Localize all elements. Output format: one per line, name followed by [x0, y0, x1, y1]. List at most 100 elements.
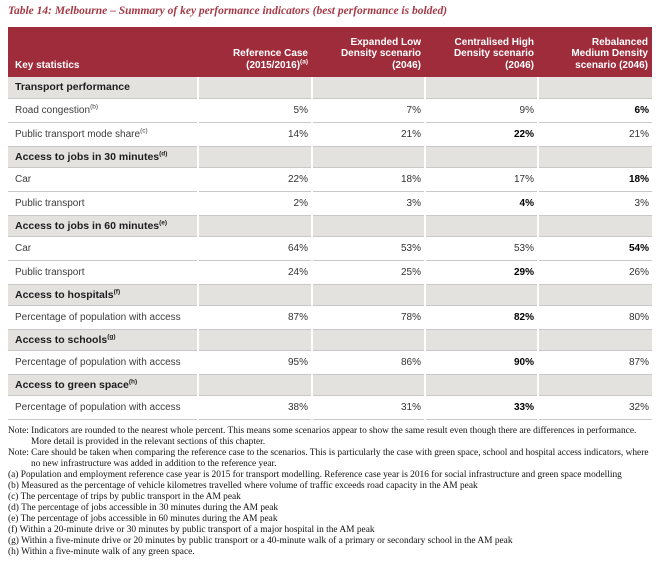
footnote-line: Note: Indicators are rounded to the near… [8, 425, 637, 447]
table-row-percentage-of-population-with-access: Percentage of population with access 95% 8… [8, 350, 652, 375]
value-cell: 6% [537, 98, 652, 123]
row-label: Road congestion(b) [8, 98, 198, 123]
value-cell: 24% [197, 260, 312, 285]
value-cell: 64% [197, 236, 312, 261]
value-cell: 21% [311, 122, 425, 147]
section-fill-cell [537, 329, 652, 351]
section-fill-cell [197, 146, 312, 168]
value-cell: 26% [537, 260, 652, 285]
value-cell: 4% [424, 191, 538, 216]
section-fill-cell [311, 329, 425, 351]
row-label: Percentage of population with access [8, 350, 198, 375]
col-header-scenario-4: Rebalanced Medium Density scenario (2046) [538, 27, 652, 77]
section-fill-cell [311, 146, 425, 168]
section-label: Access to schools(g) [8, 329, 198, 351]
section-fill-cell [197, 77, 312, 99]
value-cell: 78% [311, 305, 425, 330]
section-row-access-to-schools: Access to schools(g) [8, 329, 652, 351]
value-cell: 3% [537, 191, 652, 216]
value-cell: 9% [424, 98, 538, 123]
footnote-marker: (h) [128, 378, 138, 385]
value-cell: 38% [197, 395, 312, 420]
section-fill-cell [424, 146, 538, 168]
section-fill-cell [537, 284, 652, 306]
row-label: Percentage of population with access [8, 395, 198, 420]
value-cell: 22% [424, 122, 538, 147]
kpi-table: Key statistics Reference Case (2015/2016)(… [8, 27, 652, 420]
footnote-line: (f) Within a 20-minute drive or 30 minut… [8, 524, 375, 535]
section-fill-cell [311, 374, 425, 396]
table-row-road-congestion: Road congestion(b) 5% 7% 9% 6% [8, 98, 652, 123]
table-row-car: Car 22% 18% 17% 18% [8, 167, 652, 192]
row-label: Public transport mode share(c) [8, 122, 198, 147]
value-cell: 5% [197, 98, 312, 123]
section-fill-cell [424, 374, 538, 396]
table-header: Key statistics Reference Case (2015/2016)(… [8, 27, 652, 77]
section-fill-cell [537, 146, 652, 168]
section-fill-cell [197, 374, 312, 396]
table-row-percentage-of-population-with-access: Percentage of population with access 87% 7… [8, 305, 652, 330]
footnote-marker: (e) [159, 219, 168, 226]
value-cell: 82% [424, 305, 538, 330]
section-label: Access to jobs in 30 minutes(d) [8, 146, 198, 168]
row-label: Percentage of population with access [8, 305, 198, 330]
footnote-marker: (c) [140, 127, 148, 135]
section-label: Access to jobs in 60 minutes(e) [8, 215, 198, 237]
row-label: Public transport [8, 260, 198, 285]
row-label: Car [8, 167, 198, 192]
footnote-line: (g) Within a five-minute drive or 20 min… [8, 535, 513, 546]
section-label: Transport performance [8, 77, 198, 99]
section-fill-cell [424, 329, 538, 351]
value-cell: 31% [311, 395, 425, 420]
section-label: Access to green space(h) [8, 374, 198, 396]
section-row-access-to-jobs-in-60-minutes: Access to jobs in 60 minutes(e) [8, 215, 652, 237]
value-cell: 53% [424, 236, 538, 261]
value-cell: 87% [537, 350, 652, 375]
value-cell: 17% [424, 167, 538, 192]
value-cell: 7% [311, 98, 425, 123]
section-fill-cell [537, 215, 652, 237]
section-fill-cell [197, 329, 312, 351]
section-label: Access to hospitals(f) [8, 284, 198, 306]
section-fill-cell [197, 284, 312, 306]
table-body: Transport performance Road congestion(b) 5… [8, 77, 652, 420]
value-cell: 22% [197, 167, 312, 192]
value-cell: 32% [537, 395, 652, 420]
section-fill-cell [197, 215, 312, 237]
value-cell: 21% [537, 122, 652, 147]
col-header-scenario-3: Centralised High Density scenario (2046) [425, 27, 538, 77]
section-fill-cell [311, 77, 425, 99]
value-cell: 86% [311, 350, 425, 375]
table-row-public-transport: Public transport 2% 3% 4% 3% [8, 191, 652, 216]
footnote-line: (a) Population and employment reference … [8, 469, 622, 480]
table-row-percentage-of-population-with-access: Percentage of population with access 38% 3… [8, 395, 652, 420]
value-cell: 14% [197, 122, 312, 147]
value-cell: 18% [311, 167, 425, 192]
footnote-marker: (f) [113, 288, 121, 295]
section-row-access-to-jobs-in-30-minutes: Access to jobs in 30 minutes(d) [8, 146, 652, 168]
section-fill-cell [424, 215, 538, 237]
value-cell: 33% [424, 395, 538, 420]
col-header-scenario-1: Reference Case (2015/2016)(a) [198, 27, 312, 77]
header-row: Key statistics Reference Case (2015/2016)(… [8, 27, 652, 77]
footnote-line: Note: Care should be taken when comparin… [8, 447, 649, 469]
section-fill-cell [424, 77, 538, 99]
value-cell: 29% [424, 260, 538, 285]
section-row-access-to-green-space: Access to green space(h) [8, 374, 652, 396]
value-cell: 87% [197, 305, 312, 330]
footnote-line: (b) Measured as the percentage of vehicl… [8, 480, 478, 491]
section-fill-cell [537, 374, 652, 396]
value-cell: 53% [311, 236, 425, 261]
section-fill-cell [424, 284, 538, 306]
footnote-line: (e) The percentage of jobs accessible in… [8, 513, 278, 524]
value-cell: 80% [537, 305, 652, 330]
value-cell: 95% [197, 350, 312, 375]
value-cell: 3% [311, 191, 425, 216]
table-title: Table 14: Melbourne – Summary of key per… [8, 5, 448, 17]
table-row-public-transport-mode-share: Public transport mode share(c) 14% 21% 22% 2… [8, 122, 652, 147]
section-fill-cell [311, 215, 425, 237]
value-cell: 54% [537, 236, 652, 261]
footnote-line: (d) The percentage of jobs accessible in… [8, 502, 279, 513]
section-row-access-to-hospitals: Access to hospitals(f) [8, 284, 652, 306]
